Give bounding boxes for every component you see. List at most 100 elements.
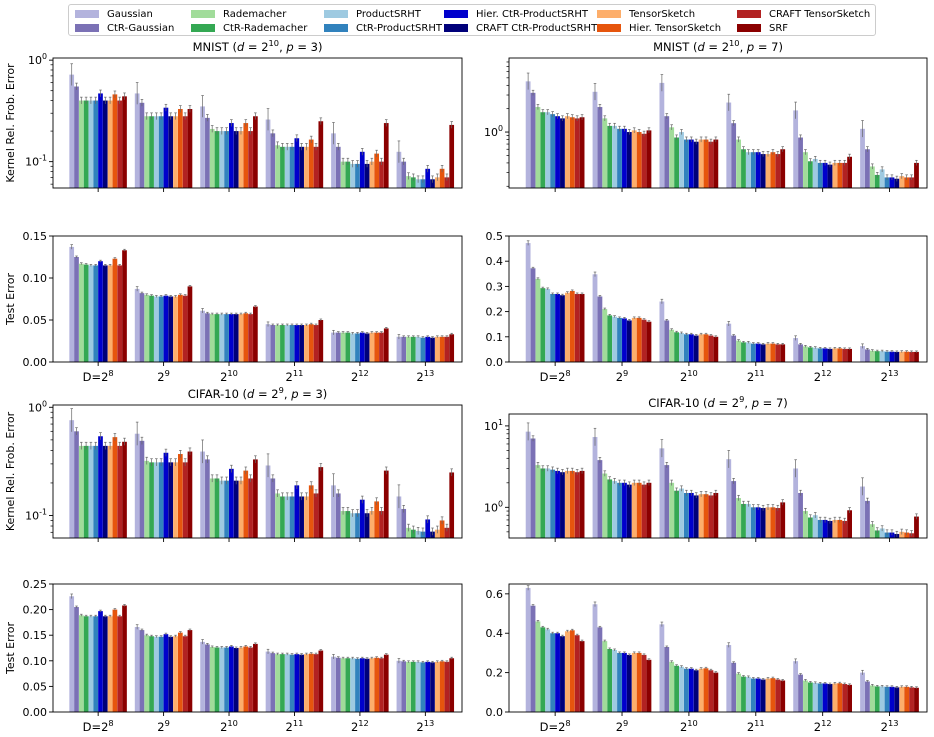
x-tick-label: 210​	[220, 718, 238, 734]
bar	[755, 152, 761, 188]
bar	[304, 325, 309, 362]
bar	[265, 465, 271, 538]
bar	[396, 660, 402, 712]
bar	[444, 527, 450, 538]
bar	[894, 351, 900, 362]
legend-label: CtR-ProductSRHT	[356, 22, 442, 34]
axes-frame	[52, 583, 463, 713]
bar	[364, 163, 370, 188]
bar	[415, 661, 421, 712]
bar	[535, 465, 541, 538]
bar	[904, 686, 910, 712]
bar	[98, 436, 103, 538]
bar	[626, 132, 632, 188]
bar	[693, 141, 699, 188]
bar	[914, 516, 919, 538]
bar	[238, 314, 244, 362]
bar	[550, 633, 556, 712]
y-tick-label: 100​	[484, 499, 503, 514]
legend-swatch	[191, 24, 215, 32]
bar	[425, 519, 431, 538]
bar	[284, 654, 290, 712]
bar	[396, 151, 402, 188]
bar	[803, 680, 808, 712]
bar	[569, 117, 575, 188]
bar	[331, 133, 336, 188]
bar	[420, 662, 426, 712]
bar	[646, 482, 652, 538]
y-tick-label: 0.3	[486, 280, 504, 293]
bar	[731, 123, 737, 188]
bar	[684, 139, 689, 188]
chart-mnist-p7-frob: 100​ MNIST (d = 210​, p = 7)	[484, 38, 928, 192]
bar	[434, 529, 440, 538]
bar	[693, 495, 699, 538]
bar	[780, 149, 786, 188]
bar	[631, 130, 637, 188]
bar	[173, 462, 178, 538]
bar	[177, 454, 183, 538]
bar	[837, 683, 843, 712]
bar	[741, 676, 746, 712]
bar	[793, 110, 799, 188]
bar	[434, 177, 440, 188]
bar	[238, 131, 244, 188]
bar	[304, 496, 309, 538]
bar	[214, 314, 220, 362]
bar	[187, 109, 193, 188]
bar	[669, 329, 675, 362]
axes-frame	[52, 404, 463, 539]
bar	[299, 146, 304, 188]
bar	[369, 332, 375, 362]
bar	[592, 91, 598, 188]
bar	[659, 82, 665, 188]
bar	[359, 151, 365, 188]
bar	[158, 636, 164, 712]
bar	[139, 102, 145, 188]
bar	[626, 320, 632, 362]
chart-title: MNIST (d = 210​, p = 7)	[653, 38, 783, 54]
bar	[736, 340, 741, 362]
bar	[410, 529, 416, 538]
bar	[219, 480, 225, 538]
bar	[233, 314, 239, 362]
bar	[107, 265, 113, 362]
legend-item: CtR-ProductSRHT	[324, 21, 442, 35]
bar	[884, 686, 890, 712]
bar	[205, 644, 210, 712]
bar	[842, 520, 848, 538]
bar	[865, 349, 870, 362]
bar	[884, 351, 890, 362]
bar	[807, 517, 813, 538]
bar	[684, 668, 689, 712]
bar	[545, 112, 551, 188]
bar	[294, 485, 300, 538]
bar	[243, 313, 249, 362]
bar	[340, 511, 346, 538]
bar	[602, 309, 608, 362]
bar	[122, 250, 127, 362]
axes-frame	[52, 57, 463, 189]
bar	[865, 500, 870, 538]
legend-item: Hier. TensorSketch	[597, 21, 721, 35]
bar	[313, 325, 319, 362]
bar	[420, 179, 426, 188]
bar	[270, 133, 276, 188]
bar	[117, 445, 123, 538]
bar	[597, 296, 603, 362]
bar	[107, 445, 113, 538]
bar	[607, 315, 613, 362]
bar	[889, 177, 895, 188]
bar	[289, 325, 295, 362]
bar	[780, 680, 786, 712]
bar	[726, 323, 732, 362]
bar	[664, 320, 670, 362]
bar	[308, 324, 314, 362]
legend-label: ProductSRHT	[356, 8, 421, 20]
y-tick-label: 101​	[484, 418, 503, 433]
bar	[434, 336, 440, 362]
bar	[163, 634, 169, 712]
legend-item: CRAFT TensorSketch	[737, 7, 870, 21]
bar	[313, 654, 319, 712]
bar	[102, 265, 108, 362]
